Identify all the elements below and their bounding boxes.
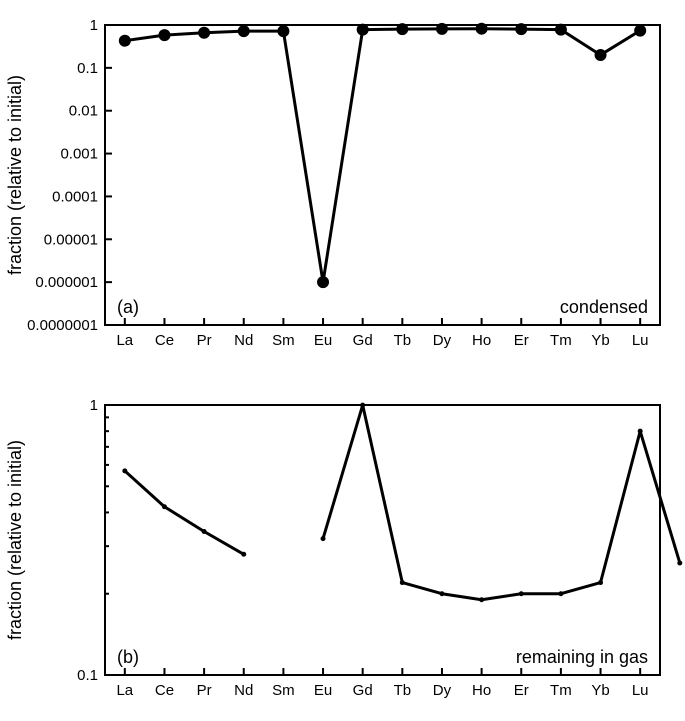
- data-marker: [476, 23, 488, 35]
- y-tick-label: 0.01: [69, 103, 98, 120]
- data-marker: [634, 25, 646, 37]
- data-marker: [558, 591, 563, 596]
- data-marker: [122, 468, 127, 473]
- data-marker: [439, 591, 444, 596]
- x-tick-label: Tm: [550, 682, 572, 699]
- x-tick-label: Er: [514, 332, 529, 349]
- data-marker: [515, 23, 527, 35]
- data-marker: [519, 591, 524, 596]
- data-marker: [638, 429, 643, 434]
- x-tick-label: Ho: [472, 332, 491, 349]
- plot-frame: [105, 405, 660, 675]
- y-tick-label: 0.001: [60, 146, 98, 163]
- y-axis-label: fraction (relative to initial): [5, 440, 25, 640]
- panel-label: (b): [117, 647, 139, 667]
- data-marker: [400, 580, 405, 585]
- data-marker: [238, 25, 250, 37]
- data-marker: [436, 23, 448, 35]
- x-tick-label: Yb: [591, 682, 609, 699]
- y-tick-label: 0.00001: [44, 231, 98, 248]
- data-marker: [198, 27, 210, 39]
- x-tick-label: Er: [514, 682, 529, 699]
- x-tick-label: Dy: [433, 682, 452, 699]
- x-tick-label: Yb: [591, 332, 609, 349]
- y-tick-label: 0.1: [77, 60, 98, 77]
- x-tick-label: Sm: [272, 332, 295, 349]
- data-marker: [357, 24, 369, 36]
- panel-annotation: condensed: [560, 297, 648, 317]
- x-tick-label: Gd: [353, 332, 373, 349]
- data-marker: [479, 597, 484, 602]
- x-tick-label: Eu: [314, 332, 332, 349]
- panel-annotation: remaining in gas: [516, 647, 648, 667]
- x-tick-label: Pr: [197, 682, 212, 699]
- y-tick-label: 0.000001: [35, 274, 98, 291]
- y-tick-label: 0.0001: [52, 188, 98, 205]
- data-marker: [119, 35, 131, 47]
- x-tick-label: Tb: [394, 682, 412, 699]
- x-tick-label: Nd: [234, 682, 253, 699]
- data-line: [125, 29, 640, 282]
- data-marker: [360, 403, 365, 408]
- data-marker: [598, 580, 603, 585]
- x-tick-label: Tm: [550, 332, 572, 349]
- data-marker: [202, 529, 207, 534]
- data-marker: [317, 276, 329, 288]
- data-marker: [321, 536, 326, 541]
- data-marker: [158, 29, 170, 41]
- x-tick-label: Ho: [472, 682, 491, 699]
- x-tick-label: La: [116, 332, 133, 349]
- x-tick-label: Tb: [394, 332, 412, 349]
- x-tick-label: Eu: [314, 682, 332, 699]
- x-tick-label: Gd: [353, 682, 373, 699]
- x-tick-label: Sm: [272, 682, 295, 699]
- figure-svg: 0.0000001 0.000001 0.00001 0.0001 0.001 0.01 0…: [0, 0, 685, 721]
- data-marker: [677, 560, 682, 565]
- y-tick-label: 1: [90, 17, 98, 34]
- data-marker: [595, 49, 607, 61]
- panel-panel_a: 0.0000001 0.000001 0.00001 0.0001 0.001 0.01 0…: [5, 17, 660, 349]
- x-tick-label: Dy: [433, 332, 452, 349]
- data-marker: [241, 552, 246, 557]
- y-tick-label: 0.0000001: [27, 317, 98, 334]
- plot-frame: [105, 25, 660, 325]
- y-tick-label: 0.1: [77, 667, 98, 684]
- x-tick-label: Ce: [155, 682, 174, 699]
- x-tick-label: Pr: [197, 332, 212, 349]
- data-marker: [277, 25, 289, 37]
- panel-label: (a): [117, 297, 139, 317]
- x-tick-label: Ce: [155, 332, 174, 349]
- x-tick-label: La: [116, 682, 133, 699]
- x-tick-label: Nd: [234, 332, 253, 349]
- data-marker: [396, 23, 408, 35]
- data-line: [125, 405, 680, 600]
- y-tick-label: 1: [90, 397, 98, 414]
- y-axis-label: fraction (relative to initial): [5, 75, 25, 275]
- panel-panel_b: 0.1 1 La Ce Pr Nd Sm Eu Gd Tb Dy Ho Er Tm Yb Lu fraction…: [5, 397, 682, 699]
- x-tick-label: Lu: [632, 682, 649, 699]
- data-marker: [555, 24, 567, 36]
- data-marker: [162, 504, 167, 509]
- x-tick-label: Lu: [632, 332, 649, 349]
